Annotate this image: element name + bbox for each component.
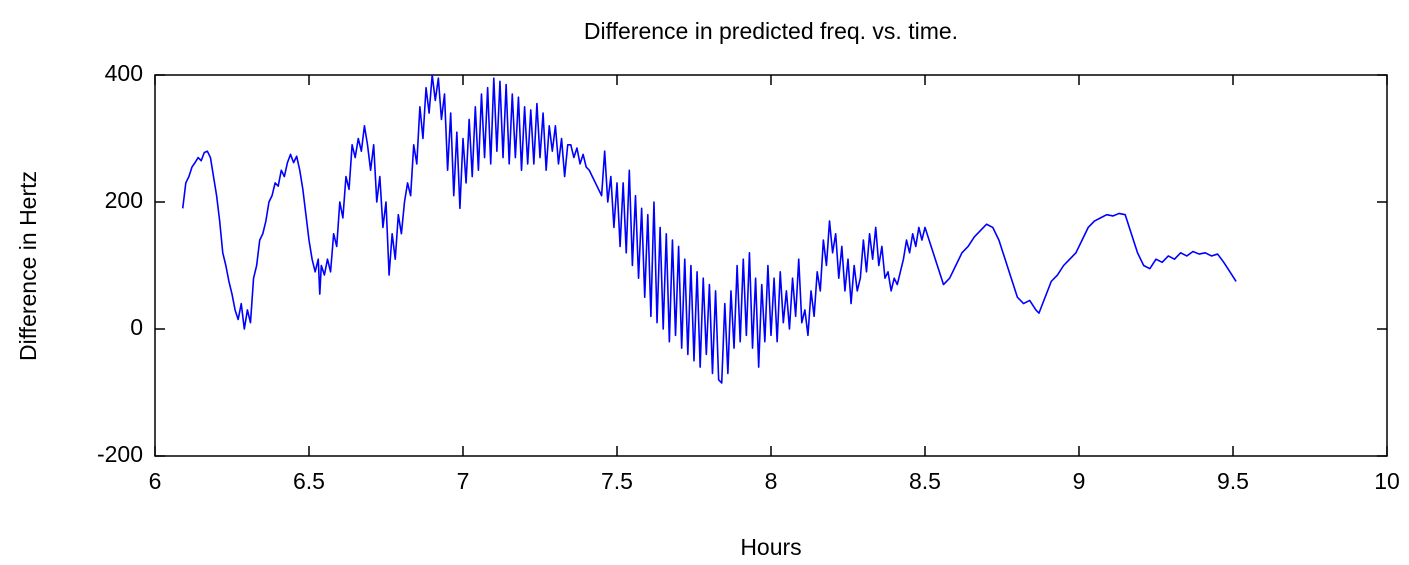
chart-title: Difference in predicted freq. vs. time. [584,18,958,44]
x-tick-label: 9 [1073,468,1086,494]
x-tick-label: 6 [149,468,162,494]
x-tick-label: 7 [457,468,470,494]
plot-frame [154,74,1388,457]
x-tick-label: 7.5 [601,468,633,494]
y-tick-label: -200 [97,441,143,467]
x-tick-label: 10 [1374,468,1400,494]
y-axis-label: Difference in Hertz [15,171,41,361]
x-tick-label: 6.5 [293,468,325,494]
y-tick-label: 400 [105,60,143,86]
y-tick-label: 0 [130,314,143,340]
x-tick-label: 9.5 [1217,468,1249,494]
x-tick-label: 8 [765,468,778,494]
y-tick-label: 200 [105,187,143,213]
x-tick-label: 8.5 [909,468,941,494]
x-axis-label: Hours [740,534,801,560]
data-line [181,74,1237,384]
